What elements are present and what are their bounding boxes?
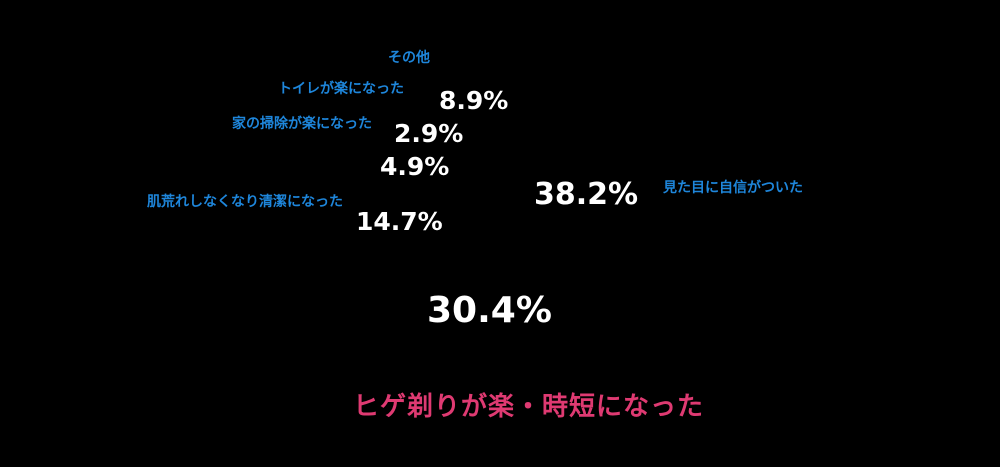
slice-value-house-cleaning-easier: 4.9% xyxy=(380,152,450,181)
slice-label-house-cleaning-easier: 家の掃除が楽になった xyxy=(232,116,372,132)
slice-label-shaving-easier-highlight: ヒゲ剃りが楽・時短になった xyxy=(353,392,705,422)
slice-label-toilet-easier: トイレが楽になった xyxy=(278,81,404,97)
slice-value-shaving-easier: 30.4% xyxy=(427,290,552,331)
slice-value-other: 8.9% xyxy=(439,86,509,115)
slice-value-appearance-confidence: 38.2% xyxy=(534,177,639,212)
slice-label-appearance-confidence: 見た目に自信がついた xyxy=(663,180,803,196)
slice-value-toilet-easier: 2.9% xyxy=(394,119,464,148)
slice-label-skin-clean: 肌荒れしなくなり清潔になった xyxy=(147,194,343,210)
slice-label-other: その他 xyxy=(388,50,430,66)
slice-value-skin-clean: 14.7% xyxy=(356,207,443,236)
